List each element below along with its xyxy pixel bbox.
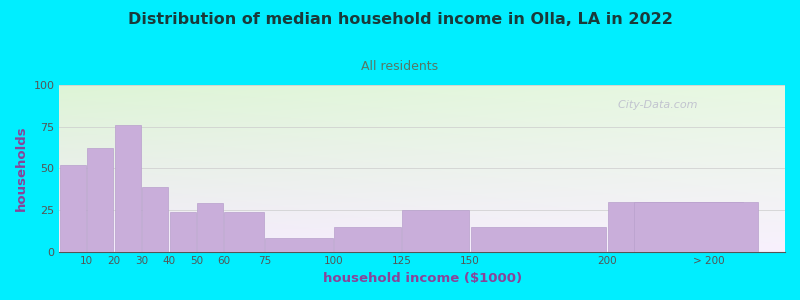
Bar [224, 212, 264, 252]
Bar [87, 148, 114, 252]
Bar [634, 202, 758, 252]
Bar [608, 202, 743, 252]
Y-axis label: households: households [15, 125, 28, 211]
Bar [60, 165, 86, 252]
Bar [266, 238, 333, 252]
Bar [197, 203, 223, 252]
Text: City-Data.com: City-Data.com [611, 100, 698, 110]
Bar [402, 210, 470, 252]
Text: All residents: All residents [362, 60, 438, 73]
Bar [471, 226, 606, 252]
Bar [334, 226, 401, 252]
Bar [115, 125, 141, 252]
Bar [170, 212, 196, 252]
Bar [142, 187, 168, 252]
Text: Distribution of median household income in Olla, LA in 2022: Distribution of median household income … [127, 12, 673, 27]
X-axis label: household income ($1000): household income ($1000) [322, 272, 522, 285]
